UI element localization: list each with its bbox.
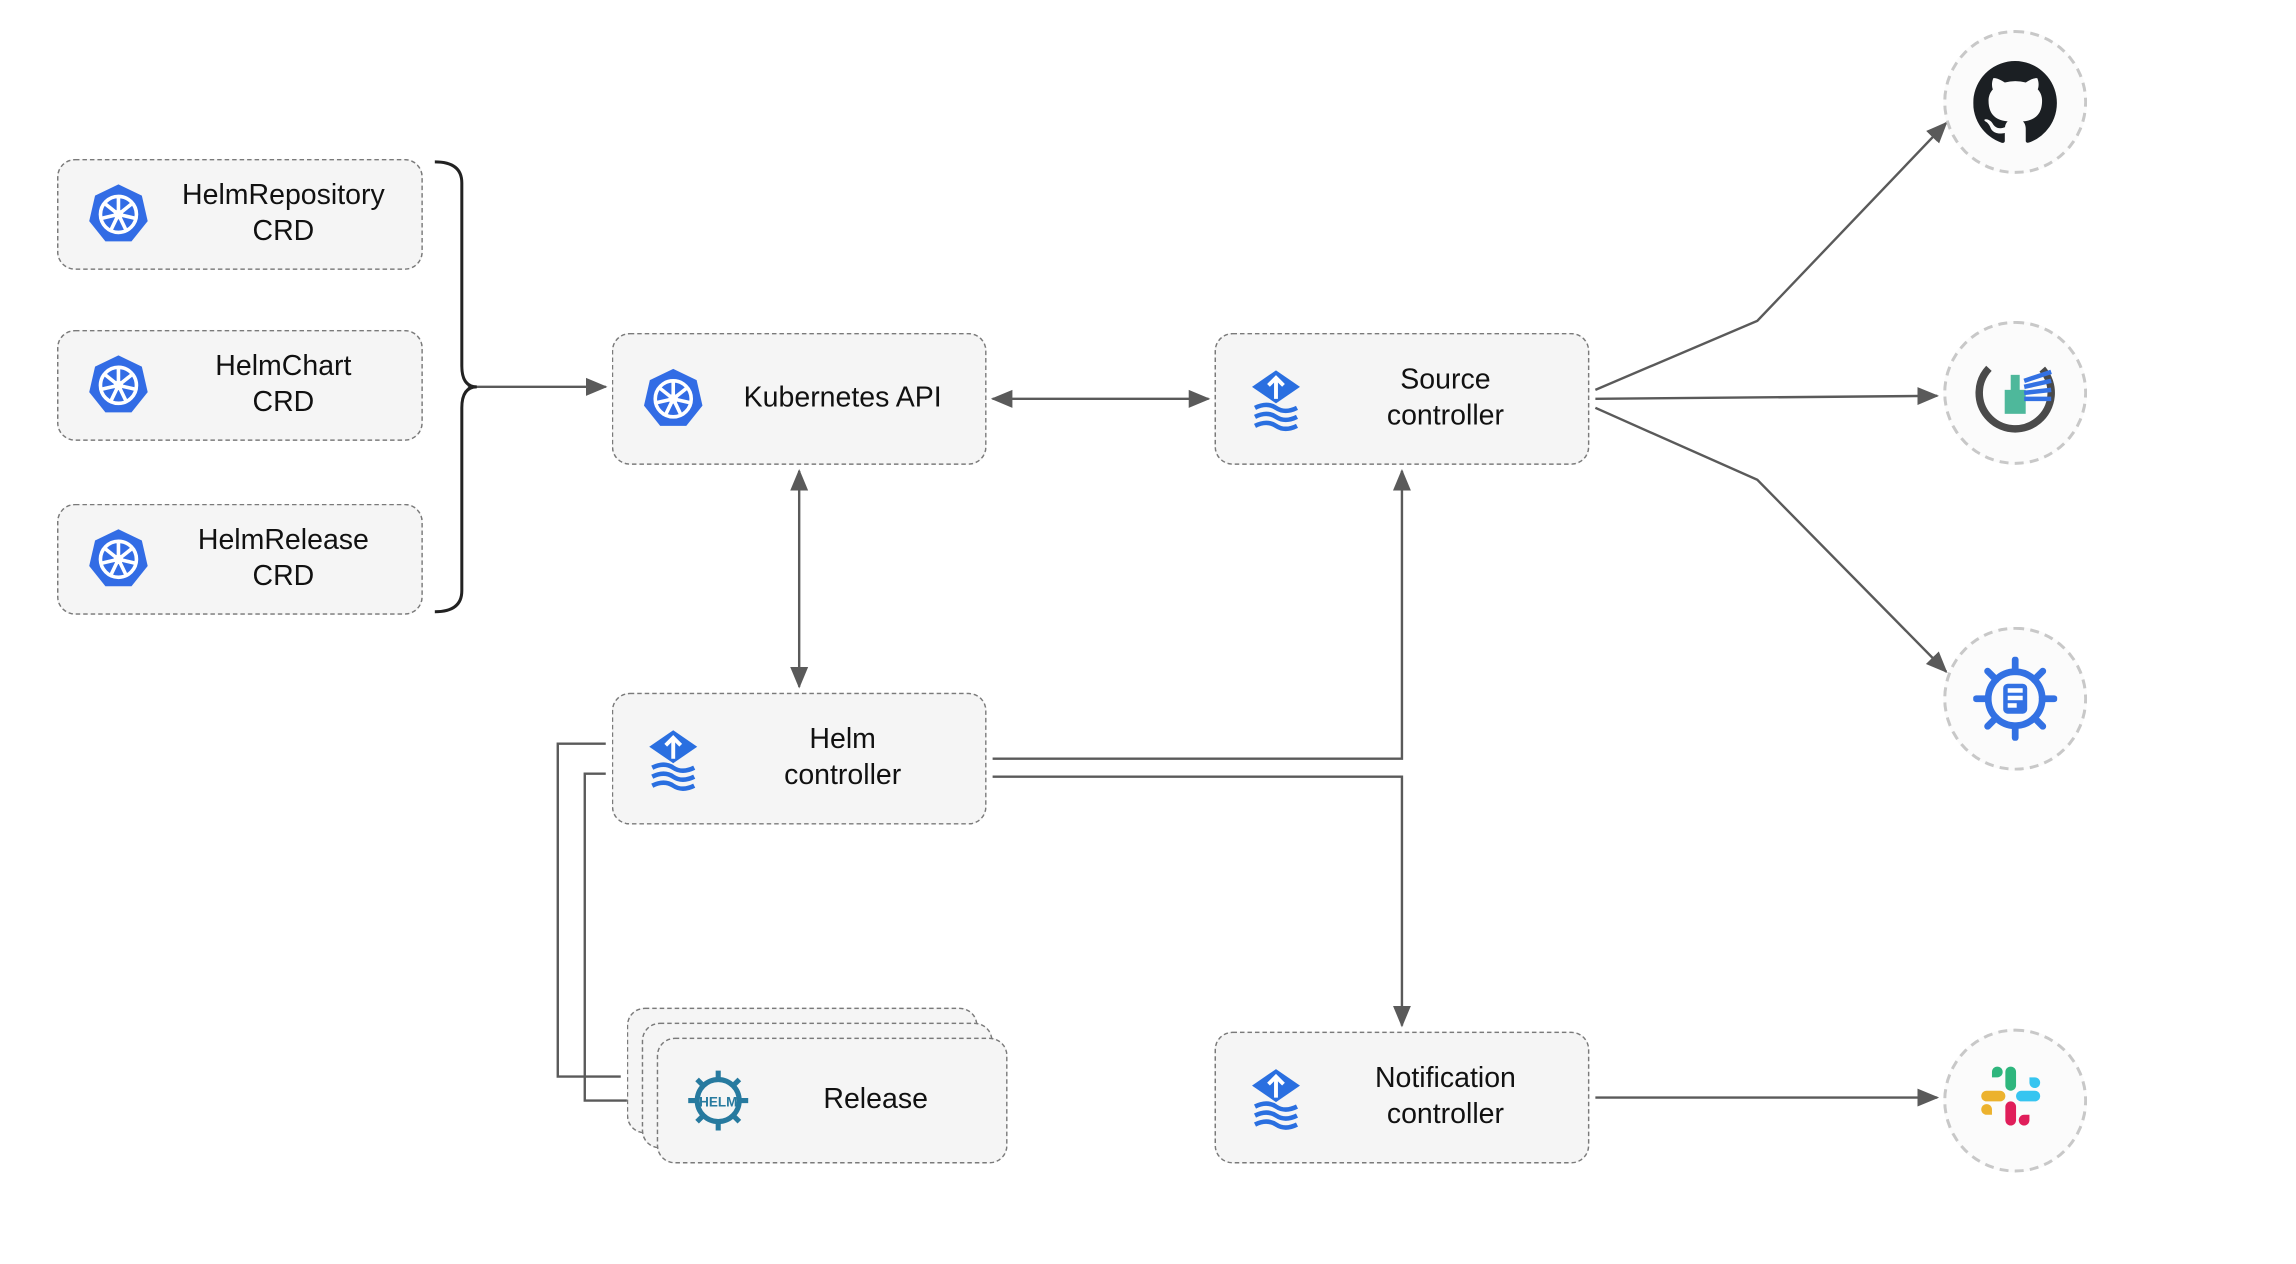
node-label: HelmChartCRD (172, 350, 394, 421)
node-crd_repo: HelmRepositoryCRD (57, 159, 423, 270)
helmwheel-icon (1973, 657, 2057, 741)
edge (993, 471, 1402, 759)
harbor-icon (1973, 351, 2057, 435)
edge (993, 777, 1402, 1026)
node-helm_ctl: Helmcontroller (612, 693, 987, 825)
node-source_ctl: Sourcecontroller (1215, 333, 1590, 465)
node-release: HELM Release (657, 1038, 1008, 1164)
svg-text:HELM: HELM (699, 1095, 737, 1110)
flux-icon (1243, 1065, 1309, 1131)
node-label: HelmReleaseCRD (172, 524, 394, 595)
target-github (1943, 30, 2087, 174)
flux-icon (640, 726, 706, 792)
node-k8s_api: Kubernetes API (612, 333, 987, 465)
node-label: Helmcontroller (727, 723, 958, 794)
edge (1595, 396, 1937, 399)
node-label: Release (772, 1083, 979, 1119)
github-icon (1973, 60, 2057, 144)
k8s-icon (85, 526, 151, 592)
edge (1595, 123, 1946, 390)
target-harbor (1943, 321, 2087, 465)
node-label: Sourcecontroller (1330, 363, 1561, 434)
target-slack (1943, 1029, 2087, 1173)
target-helm (1943, 627, 2087, 771)
node-crd_release: HelmReleaseCRD (57, 504, 423, 615)
k8s-icon (640, 366, 706, 432)
k8s-icon (85, 181, 151, 247)
edge (1595, 408, 1946, 672)
node-label: Kubernetes API (727, 381, 958, 417)
k8s-icon (85, 352, 151, 418)
node-label: Notificationcontroller (1330, 1062, 1561, 1133)
flux-icon (1243, 366, 1309, 432)
slack-icon (1973, 1059, 2057, 1143)
node-notif_ctl: Notificationcontroller (1215, 1032, 1590, 1164)
node-label: HelmRepositoryCRD (172, 179, 394, 250)
node-crd_chart: HelmChartCRD (57, 330, 423, 441)
helm-icon: HELM (685, 1068, 751, 1134)
crd-bracket (435, 162, 477, 612)
